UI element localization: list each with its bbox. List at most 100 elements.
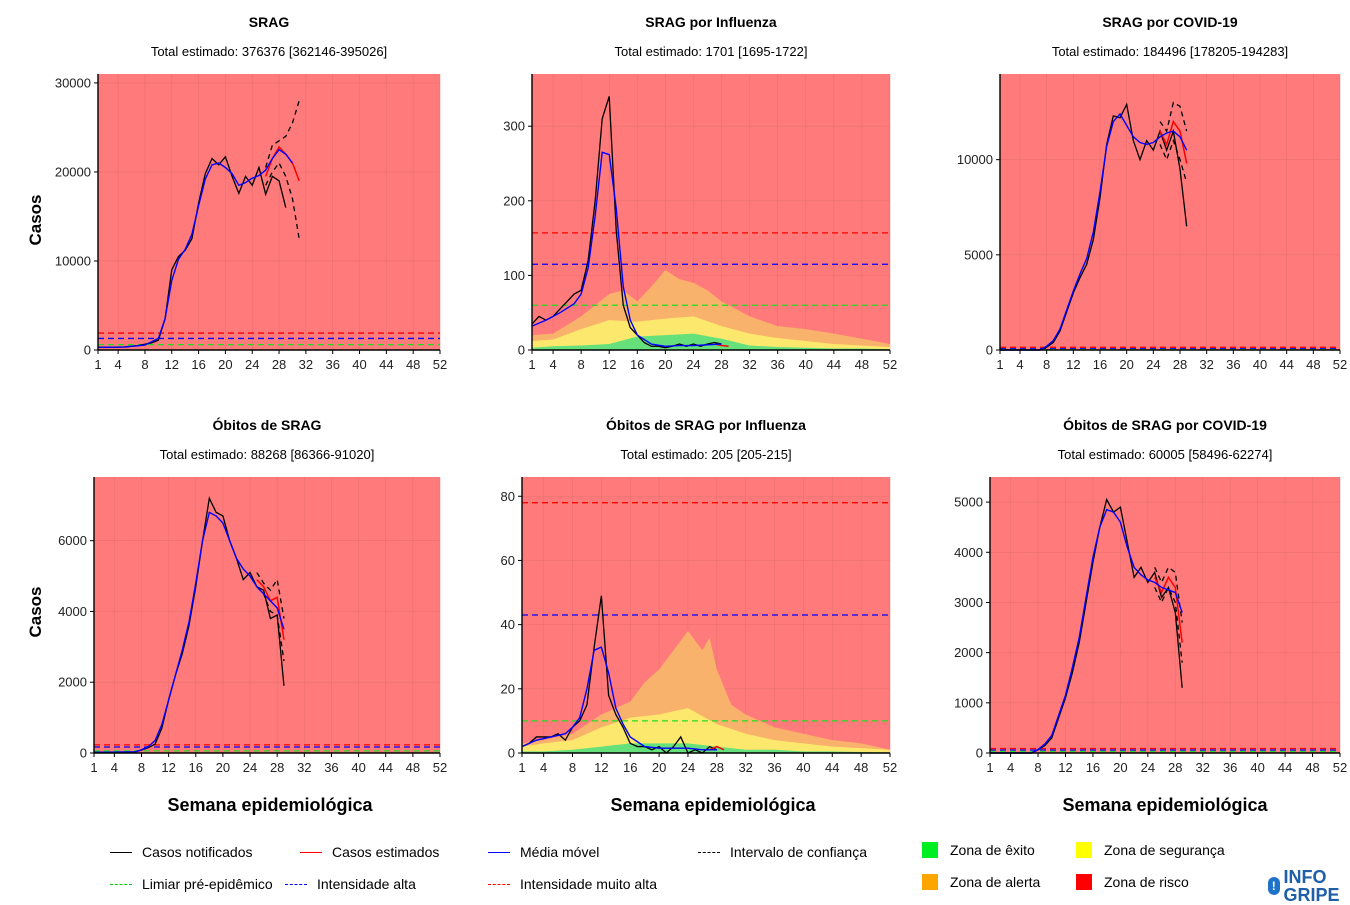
y-tick-label: 4000 (58, 604, 87, 619)
x-tick-label: 40 (799, 357, 813, 372)
y-tick-label: 0 (986, 343, 993, 358)
x-tick-label: 32 (1196, 760, 1210, 775)
x-tick-label: 40 (351, 760, 365, 775)
y-tick-label: 0 (508, 746, 515, 761)
x-tick-label: 52 (433, 760, 447, 775)
x-tick-label: 1 (90, 760, 97, 775)
x-tick-label: 40 (352, 357, 366, 372)
legend: Casos notificados Casos estimados Média … (0, 836, 1350, 896)
ci-lower-line (1155, 587, 1182, 662)
x-axis-label-right: Semana epidemiológica (990, 795, 1340, 816)
panel-title: SRAG por COVID-19 (980, 14, 1350, 30)
x-tick-label: 28 (710, 760, 724, 775)
y-tick-label: 20 (501, 681, 515, 696)
moving-average-line (94, 512, 284, 752)
risk-zone-swatch (1076, 874, 1092, 890)
x-tick-label: 48 (406, 357, 420, 372)
panel-subtitle: Total estimado: 184496 [178205-194283] (960, 44, 1350, 59)
y-tick-label: 5000 (964, 247, 993, 262)
x-tick-label: 4 (1007, 760, 1014, 775)
notified-cases-line (532, 96, 722, 347)
y-tick-label: 0 (976, 746, 983, 761)
y-tick-label: 10000 (957, 152, 993, 167)
grid (98, 74, 440, 350)
x-tick-label: 24 (1141, 760, 1155, 775)
estimated-cases-line (266, 147, 300, 181)
legend-intervalo-confianca: Intervalo de confiança (698, 844, 867, 860)
x-axis-label-middle: Semana epidemiológica (534, 795, 892, 816)
grid (94, 477, 440, 753)
x-tick-label: 12 (1058, 760, 1072, 775)
ci-lower-line (257, 587, 284, 661)
x-tick-label: 28 (1168, 760, 1182, 775)
x-tick-label: 4 (111, 760, 118, 775)
grid (1000, 74, 1340, 350)
x-tick-label: 24 (1146, 357, 1160, 372)
ci-upper-line (1160, 103, 1187, 132)
threshold-line-swatch (110, 884, 132, 885)
x-tick-label: 28 (714, 357, 728, 372)
panel-title: Óbitos de SRAG por COVID-19 (970, 417, 1350, 433)
y-tick-label: 40 (501, 617, 515, 632)
x-tick-label: 48 (854, 760, 868, 775)
panel-title: SRAG (78, 14, 460, 30)
x-tick-label: 4 (1016, 357, 1023, 372)
alert-zone-area (522, 631, 890, 753)
x-tick-label: 48 (1305, 760, 1319, 775)
moving-average-line (522, 647, 717, 750)
x-tick-label: 40 (796, 760, 810, 775)
x-tick-label: 16 (1086, 760, 1100, 775)
high-line-swatch (285, 884, 307, 885)
estimated-cases-line (710, 747, 724, 750)
y-axis-label-top: Casos (26, 190, 46, 250)
success-zone-area (522, 743, 890, 753)
x-tick-label: 32 (738, 760, 752, 775)
grid (532, 74, 890, 350)
success-zone-swatch (922, 842, 938, 858)
moving-average-line (990, 510, 1182, 753)
x-tick-label: 16 (630, 357, 644, 372)
y-tick-label: 5000 (954, 495, 983, 510)
x-tick-label: 36 (767, 760, 781, 775)
info-icon: ! (1268, 877, 1280, 895)
y-tick-label: 300 (503, 119, 525, 134)
estimated-cases-line (715, 344, 729, 346)
y-tick-label: 80 (501, 489, 515, 504)
legend-zona-alerta: Zona de alerta (922, 874, 1040, 890)
x-tick-label: 36 (325, 357, 339, 372)
brand-text: INFO GRIPE (1284, 868, 1350, 904)
notified-line-swatch (110, 852, 132, 853)
x-tick-label: 20 (216, 760, 230, 775)
x-tick-label: 28 (272, 357, 286, 372)
x-tick-label: 52 (883, 357, 897, 372)
x-tick-label: 20 (1119, 357, 1133, 372)
x-tick-label: 1 (94, 357, 101, 372)
panel-title: Óbitos de SRAG (74, 417, 460, 433)
x-tick-label: 12 (602, 357, 616, 372)
notified-cases-line (522, 596, 717, 753)
estimated-cases-line (1160, 122, 1187, 164)
estimated-cases-line (1155, 577, 1182, 642)
x-tick-label: 4 (549, 357, 556, 372)
estimated-cases-line (257, 580, 284, 640)
x-tick-label: 44 (1278, 760, 1292, 775)
x-tick-label: 40 (1250, 760, 1264, 775)
x-tick-label: 44 (827, 357, 841, 372)
x-tick-label: 20 (218, 357, 232, 372)
x-tick-label: 44 (378, 760, 392, 775)
x-tick-label: 32 (299, 357, 313, 372)
x-tick-label: 12 (165, 357, 179, 372)
x-tick-label: 1 (986, 760, 993, 775)
x-tick-label: 8 (578, 357, 585, 372)
x-tick-label: 12 (161, 760, 175, 775)
infogripe-logo: ! INFO GRIPE (1268, 868, 1350, 904)
x-tick-label: 52 (1333, 357, 1347, 372)
x-tick-label: 48 (406, 760, 420, 775)
very-high-line-swatch (488, 884, 510, 885)
x-tick-label: 36 (1223, 760, 1237, 775)
x-tick-label: 20 (652, 760, 666, 775)
x-tick-label: 16 (623, 760, 637, 775)
x-tick-label: 8 (138, 760, 145, 775)
legend-intensidade-muito-alta: Intensidade muito alta (488, 876, 657, 892)
safety-zone-swatch (1076, 842, 1092, 858)
